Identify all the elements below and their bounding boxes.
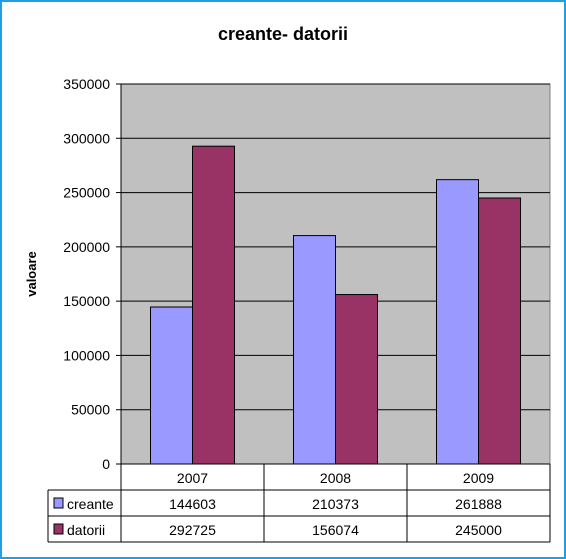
bar-creante-2009 (436, 179, 479, 465)
legend-label-datorii: datorii (67, 522, 105, 538)
y-tick-label: 100000 (63, 347, 110, 363)
data-table: 2007 2008 2009 creante 144603 210373 261888 dat… (47, 463, 551, 543)
y-tick-label: 200000 (63, 239, 110, 255)
data-label: 144603 (169, 496, 216, 512)
data-label: 210373 (312, 496, 359, 512)
legend-swatch-datorii (53, 523, 64, 535)
bar-creante-2007 (150, 306, 193, 465)
y-tick-label: 0 (102, 456, 110, 472)
chart-title: creante- datorii (218, 24, 348, 44)
y-tick-label: 350000 (63, 76, 110, 92)
x-tick-label: 2007 (177, 470, 208, 486)
y-tick-label: 150000 (63, 293, 110, 309)
y-tick-label: 300000 (63, 130, 110, 146)
y-tick-label: 50000 (71, 402, 110, 418)
data-label: 292725 (169, 522, 216, 538)
y-axis-label: valoare (24, 251, 39, 297)
legend-swatch-creante (53, 497, 64, 509)
y-tick-label: 250000 (63, 185, 110, 201)
data-label: 245000 (455, 522, 502, 538)
legend-label-creante: creante (67, 496, 114, 512)
plot-area: 0 50000 100000 150000 200000 250000 300000 3500… (63, 76, 551, 472)
x-tick-label: 2009 (463, 470, 494, 486)
data-label: 156074 (312, 522, 359, 538)
data-label: 261888 (455, 496, 502, 512)
x-tick-label: 2008 (320, 470, 351, 486)
bar-datorii-2009 (478, 197, 521, 465)
bar-datorii-2007 (192, 145, 235, 465)
bar-creante-2008 (293, 235, 336, 465)
bar-datorii-2008 (335, 294, 378, 465)
